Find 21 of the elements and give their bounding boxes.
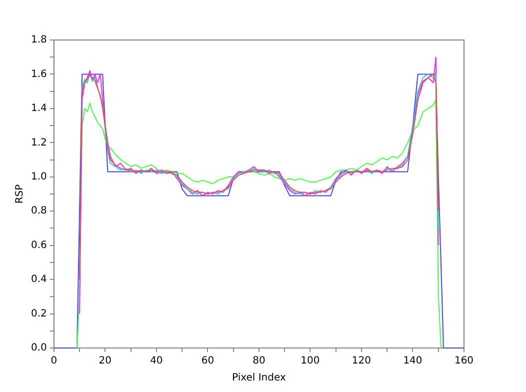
y-tick-label: 0.8 [30, 206, 47, 217]
y-tick-label: 0.0 [30, 342, 47, 354]
y-axis-title: RSP [14, 184, 26, 204]
x-tick-label: 140 [403, 356, 422, 367]
x-tick-label: 60 [201, 356, 214, 367]
y-tick-label: 1.2 [30, 137, 47, 148]
x-tick-label: 160 [454, 356, 474, 367]
x-tick-label: 100 [300, 356, 320, 367]
x-tick-label: 20 [98, 356, 112, 367]
y-tick-label: 1.8 [30, 34, 47, 46]
y-tick-label: 1.4 [30, 103, 47, 114]
y-tick-label: 0.4 [30, 274, 47, 286]
y-tick-label: 0.6 [30, 240, 47, 251]
y-tick-label: 1.6 [30, 68, 47, 80]
x-axis-title: Pixel Index [232, 372, 286, 384]
x-tick-label: 120 [352, 356, 372, 367]
x-tick-label: 0 [50, 356, 58, 367]
y-tick-label: 1.0 [30, 171, 47, 182]
y-tick-label: 0.2 [30, 308, 47, 320]
x-tick-label: 40 [150, 356, 163, 367]
x-tick-label: 80 [252, 356, 266, 367]
